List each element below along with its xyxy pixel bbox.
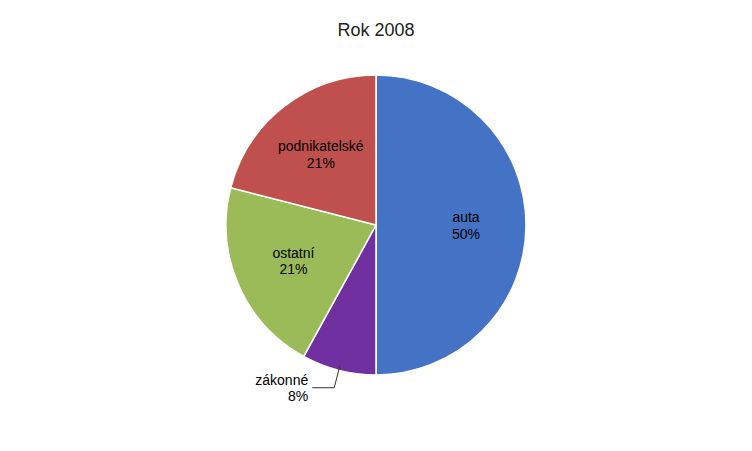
pie-wedges (226, 75, 526, 375)
slice-label: ostatní21% (272, 245, 314, 278)
slice-value: 21% (279, 261, 307, 277)
slice-category: ostatní (272, 245, 314, 261)
slice-label: podnikatelské21% (278, 138, 364, 171)
chart-container: Rok 2008auta50%zákonné8%ostatní21%podnik… (0, 0, 752, 451)
slice-category: podnikatelské (278, 138, 364, 154)
slice-value: 50% (452, 226, 480, 242)
pie-labels: auta50%zákonné8%ostatní21%podnikatelské2… (255, 138, 480, 405)
chart-title: Rok 2008 (337, 20, 414, 40)
pie-slice (231, 75, 376, 225)
slice-category: auta (452, 209, 479, 225)
leader-line (312, 366, 340, 388)
pie-slice (376, 75, 526, 375)
slice-value: 21% (307, 155, 335, 171)
chart-svg: Rok 2008auta50%zákonné8%ostatní21%podnik… (0, 0, 752, 451)
slice-label: zákonné8% (255, 372, 308, 405)
slice-category: zákonné (255, 372, 308, 388)
slice-value: 8% (288, 388, 308, 404)
slice-label: auta50% (452, 209, 480, 242)
